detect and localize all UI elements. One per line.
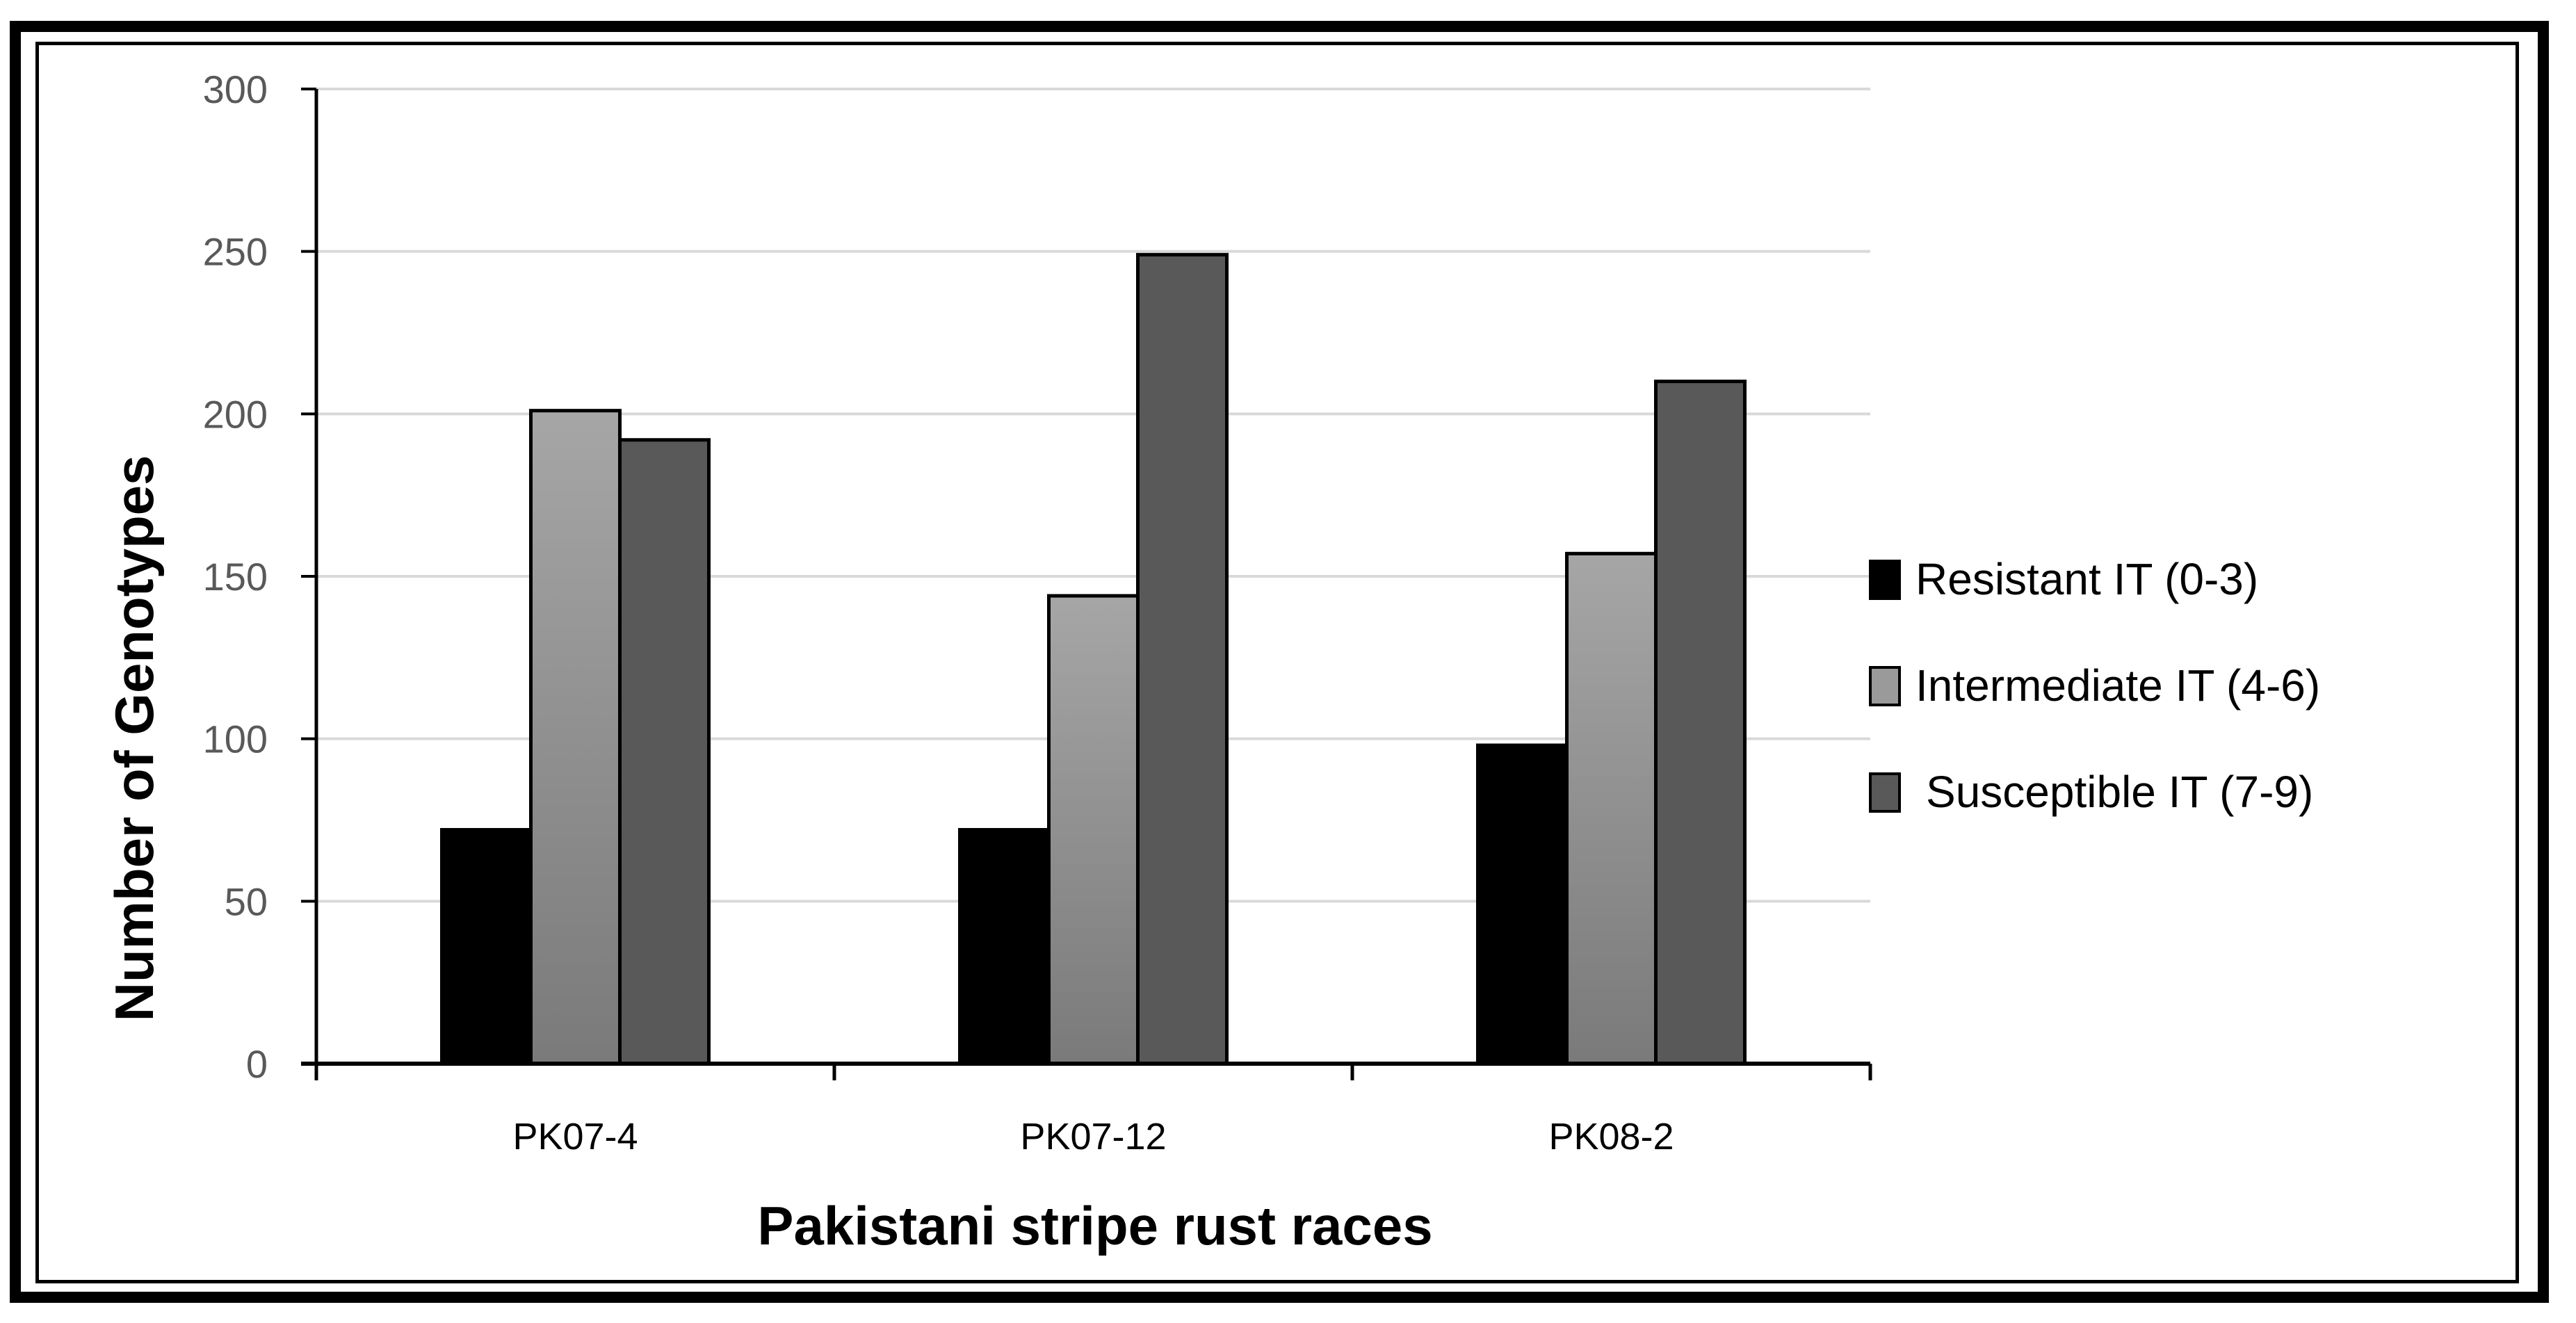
bar (1136, 252, 1229, 1066)
legend-swatch (1869, 772, 1901, 813)
bar (529, 409, 622, 1066)
x-axis-title: Pakistani stripe rust races (757, 1195, 1432, 1256)
bar (1047, 594, 1140, 1066)
y-tick-label: 200 (203, 392, 268, 436)
y-axis-ticks: 0 50 100 150 200 250 300 (203, 67, 316, 1086)
y-tick-label: 300 (203, 67, 268, 111)
x-category-label: PK08-2 (1548, 1116, 1674, 1158)
bars (440, 252, 1747, 1066)
bar (1565, 551, 1658, 1066)
y-tick-label: 150 (203, 555, 268, 599)
bar (958, 828, 1051, 1066)
x-category-label: PK07-12 (1020, 1116, 1166, 1158)
bar (440, 828, 533, 1066)
bar (1476, 743, 1569, 1066)
legend-label: Resistant IT (0-3) (1915, 554, 2258, 604)
legend-label: Susceptible IT (7-9) (1926, 767, 2313, 817)
x-category-label: PK07-4 (512, 1116, 638, 1158)
legend: Resistant IT (0-3) Intermediate IT (4-6) S… (1869, 554, 2320, 817)
legend-label: Intermediate IT (4-6) (1915, 660, 2320, 711)
legend-swatch (1869, 560, 1901, 600)
y-tick-label: 100 (203, 717, 268, 761)
bar (1654, 380, 1747, 1066)
y-axis-title: Number of Genotypes (104, 455, 165, 1022)
inner-border (35, 42, 2519, 1283)
bar (618, 438, 711, 1066)
y-tick-label: 0 (246, 1042, 268, 1086)
axes (301, 89, 1872, 1080)
y-tick-label: 50 (225, 879, 268, 923)
x-axis-categories: PK07-4 PK07-12 PK08-2 (512, 1116, 1674, 1158)
legend-swatch (1869, 666, 1901, 706)
y-tick-label: 250 (203, 230, 268, 274)
